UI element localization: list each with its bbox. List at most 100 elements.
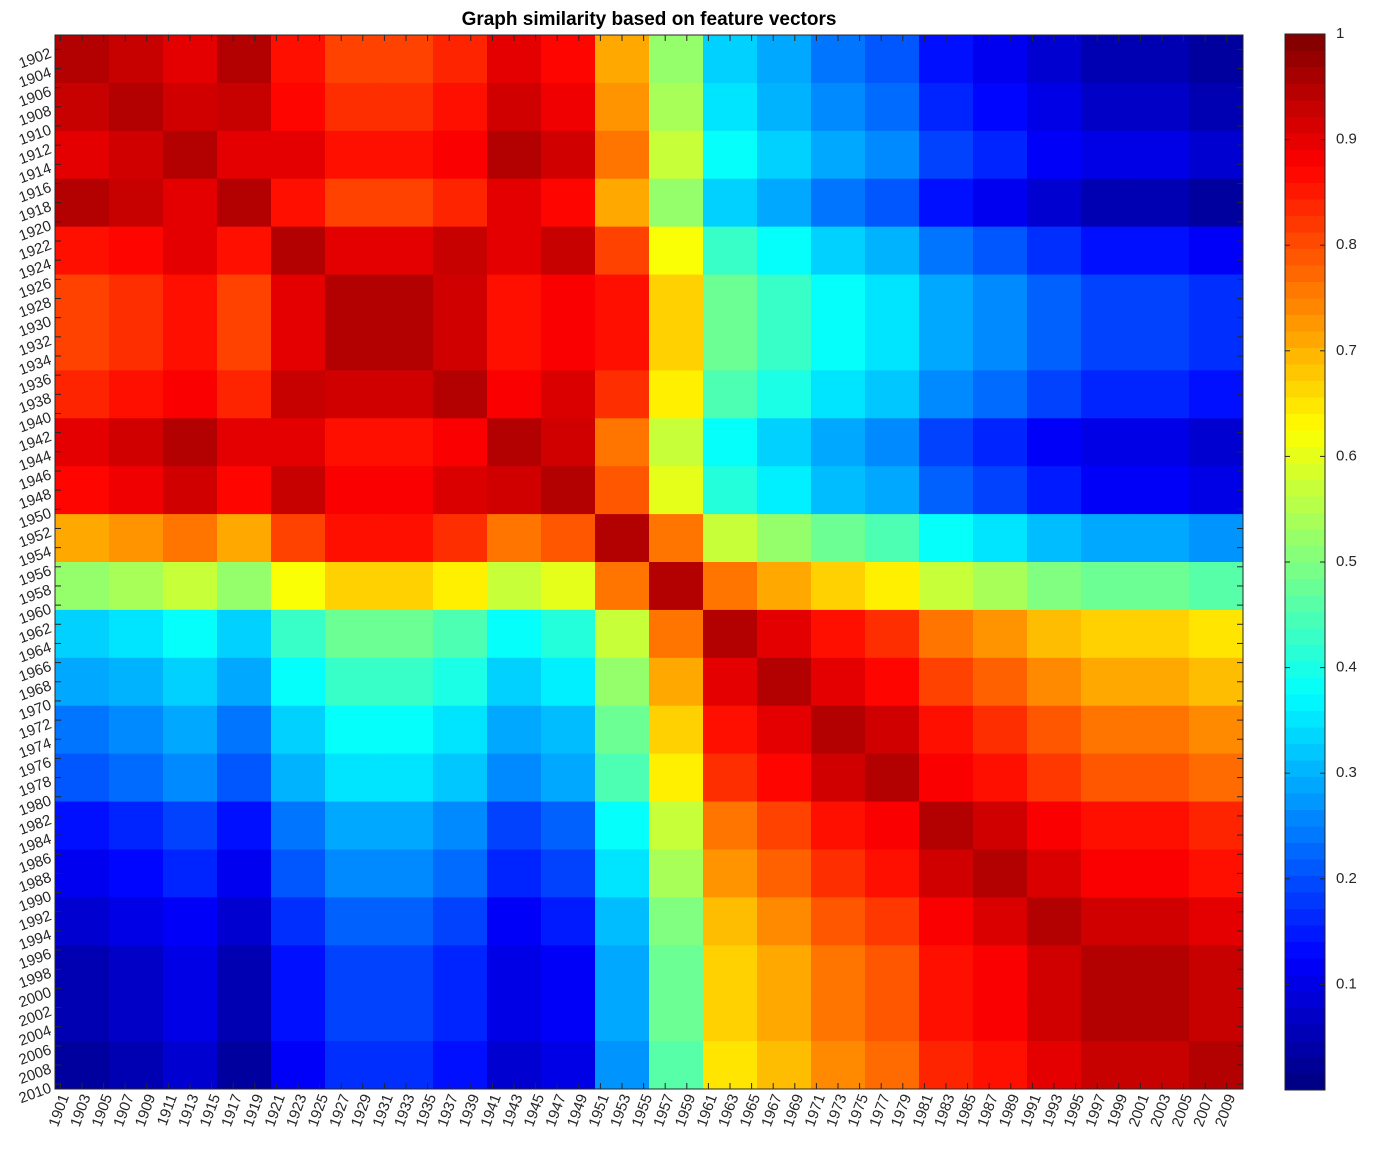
heatmap-cell (217, 418, 272, 467)
heatmap-cell (217, 562, 272, 611)
colorbar-tick-label: 0.8 (1336, 236, 1357, 253)
heatmap-cell (1135, 418, 1190, 467)
heatmap-cell (55, 178, 110, 228)
heatmap-cell (541, 1041, 596, 1090)
heatmap-cell (865, 35, 920, 84)
heatmap-cell (163, 753, 218, 803)
heatmap-cell (757, 274, 812, 323)
heatmap-cell (541, 993, 596, 1042)
heatmap-cell (973, 609, 1028, 659)
heatmap-cell (109, 35, 164, 84)
heatmap-cell (109, 370, 164, 419)
heatmap-cell (109, 274, 164, 323)
heatmap-cell (55, 849, 110, 898)
heatmap-cell (595, 514, 650, 563)
heatmap-cell (55, 226, 110, 276)
heatmap-cell (325, 801, 380, 850)
heatmap-cell (487, 562, 542, 611)
heatmap-cell (271, 1041, 326, 1090)
heatmap-cell (865, 130, 920, 180)
heatmap-cell (1189, 849, 1244, 898)
heatmap-cell (163, 226, 218, 276)
heatmap-cell (379, 466, 434, 515)
heatmap-cell (163, 322, 218, 371)
heatmap-cell (433, 609, 488, 659)
heatmap-cell (1189, 466, 1244, 515)
heatmap-cell (487, 705, 542, 755)
heatmap-cell (271, 945, 326, 994)
heatmap-cell (217, 466, 272, 515)
colorbar-step (1285, 611, 1325, 629)
heatmap-cell (1027, 226, 1082, 276)
heatmap-cell (649, 849, 704, 898)
heatmap-cell (919, 1041, 974, 1090)
heatmap-cell (487, 466, 542, 515)
heatmap-cell (217, 274, 272, 323)
heatmap-cell (865, 609, 920, 659)
heatmap-cell (595, 849, 650, 898)
heatmap-cell (973, 801, 1028, 850)
heatmap-cell (325, 514, 380, 563)
heatmap-cell (1189, 801, 1244, 850)
colorbar-tick-label: 0.4 (1336, 659, 1357, 676)
heatmap-cell (55, 466, 110, 515)
heatmap-cell (271, 370, 326, 419)
heatmap-cell (433, 849, 488, 898)
colorbar-step (1285, 281, 1325, 299)
heatmap-cell (325, 657, 380, 707)
heatmap-cell (217, 226, 272, 276)
heatmap-cell (541, 370, 596, 419)
colorbar-step (1285, 182, 1325, 200)
colorbar-step (1285, 958, 1325, 975)
heatmap-cell (973, 370, 1028, 419)
heatmap-cell (379, 514, 434, 563)
heatmap-cell (865, 322, 920, 371)
heatmap-cell (109, 657, 164, 707)
heatmap-cell (379, 609, 434, 659)
heatmap-cell (109, 801, 164, 850)
heatmap-cell (1189, 35, 1244, 84)
heatmap-cell (1081, 1041, 1136, 1090)
colorbar-step (1285, 908, 1325, 926)
colorbar-step (1285, 1040, 1325, 1058)
heatmap-cell (325, 370, 380, 419)
heatmap-cell (217, 993, 272, 1042)
heatmap-cell (757, 1041, 812, 1090)
heatmap-cell (1135, 801, 1190, 850)
heatmap-cell (1081, 993, 1136, 1042)
heatmap-cell (109, 226, 164, 276)
heatmap-cell (811, 705, 866, 755)
colorbar-step (1285, 628, 1325, 645)
heatmap-cell (1135, 1041, 1190, 1090)
heatmap-cell (1027, 514, 1082, 563)
heatmap-cell (919, 801, 974, 850)
heatmap-cell (757, 514, 812, 563)
heatmap-cell (973, 705, 1028, 755)
heatmap-cell (919, 897, 974, 946)
heatmap-cell (325, 82, 380, 132)
colorbar-step (1285, 1073, 1325, 1091)
colorbar-step (1285, 232, 1325, 249)
heatmap-cell (919, 945, 974, 994)
heatmap-cell (379, 753, 434, 803)
heatmap-cell (379, 993, 434, 1042)
heatmap-cell (865, 562, 920, 611)
heatmap-cell (1135, 945, 1190, 994)
heatmap-cell (109, 945, 164, 994)
heatmap-cell (703, 82, 758, 132)
colorbar-step (1285, 347, 1325, 365)
heatmap-cell (865, 82, 920, 132)
heatmap-cell (1135, 370, 1190, 419)
colorbar-tick-label: 1 (1336, 25, 1344, 42)
heatmap-cell (325, 562, 380, 611)
heatmap-cell (703, 705, 758, 755)
heatmap-cell (703, 35, 758, 84)
heatmap-cell (487, 945, 542, 994)
heatmap-cell (811, 897, 866, 946)
heatmap-cell (217, 753, 272, 803)
heatmap-cell (865, 897, 920, 946)
heatmap-cell (271, 897, 326, 946)
heatmap-cell (1081, 897, 1136, 946)
heatmap-cell (217, 514, 272, 563)
heatmap-cell (865, 705, 920, 755)
